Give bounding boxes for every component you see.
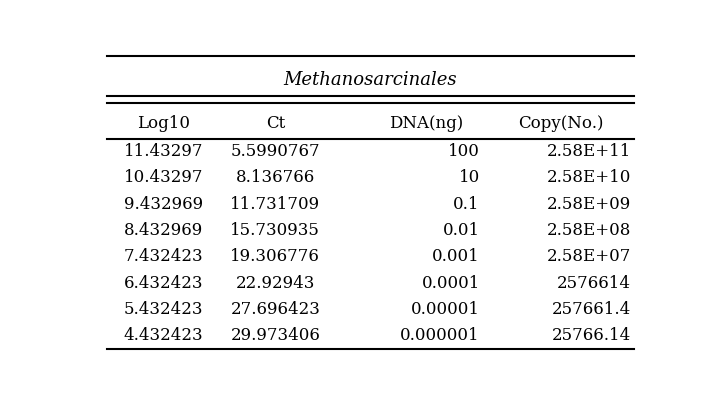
Text: 10.43297: 10.43297 — [124, 170, 203, 186]
Text: 0.1: 0.1 — [453, 196, 480, 213]
Text: 11.731709: 11.731709 — [230, 196, 320, 213]
Text: 100: 100 — [448, 143, 480, 160]
Text: DNA(ng): DNA(ng) — [390, 115, 463, 132]
Text: 0.00001: 0.00001 — [411, 301, 480, 318]
Text: 5.432423: 5.432423 — [124, 301, 203, 318]
Text: 22.92943: 22.92943 — [236, 275, 315, 292]
Text: 2.58E+08: 2.58E+08 — [547, 222, 631, 239]
Text: 8.136766: 8.136766 — [236, 170, 315, 186]
Text: 10: 10 — [458, 170, 480, 186]
Text: 27.696423: 27.696423 — [231, 301, 320, 318]
Text: 8.432969: 8.432969 — [124, 222, 203, 239]
Text: 6.432423: 6.432423 — [124, 275, 203, 292]
Text: 11.43297: 11.43297 — [124, 143, 203, 160]
Text: 2576614: 2576614 — [557, 275, 631, 292]
Text: 2.58E+09: 2.58E+09 — [547, 196, 631, 213]
Text: Log10: Log10 — [137, 115, 189, 132]
Text: 257661.4: 257661.4 — [552, 301, 631, 318]
Text: 2.58E+07: 2.58E+07 — [547, 249, 631, 265]
Text: 25766.14: 25766.14 — [552, 327, 631, 344]
Text: 7.432423: 7.432423 — [124, 249, 203, 265]
Text: 5.5990767: 5.5990767 — [231, 143, 320, 160]
Text: 0.001: 0.001 — [432, 249, 480, 265]
Text: 0.000001: 0.000001 — [400, 327, 480, 344]
Text: 2.58E+11: 2.58E+11 — [547, 143, 631, 160]
Text: 9.432969: 9.432969 — [124, 196, 202, 213]
Text: Methanosarcinales: Methanosarcinales — [283, 71, 458, 89]
Text: 29.973406: 29.973406 — [231, 327, 320, 344]
Text: Copy(No.): Copy(No.) — [518, 115, 604, 132]
Text: 2.58E+10: 2.58E+10 — [547, 170, 631, 186]
Text: 19.306776: 19.306776 — [231, 249, 320, 265]
Text: 0.01: 0.01 — [442, 222, 480, 239]
Text: 0.0001: 0.0001 — [422, 275, 480, 292]
Text: 4.432423: 4.432423 — [124, 327, 203, 344]
Text: 15.730935: 15.730935 — [231, 222, 320, 239]
Text: Ct: Ct — [265, 115, 285, 132]
